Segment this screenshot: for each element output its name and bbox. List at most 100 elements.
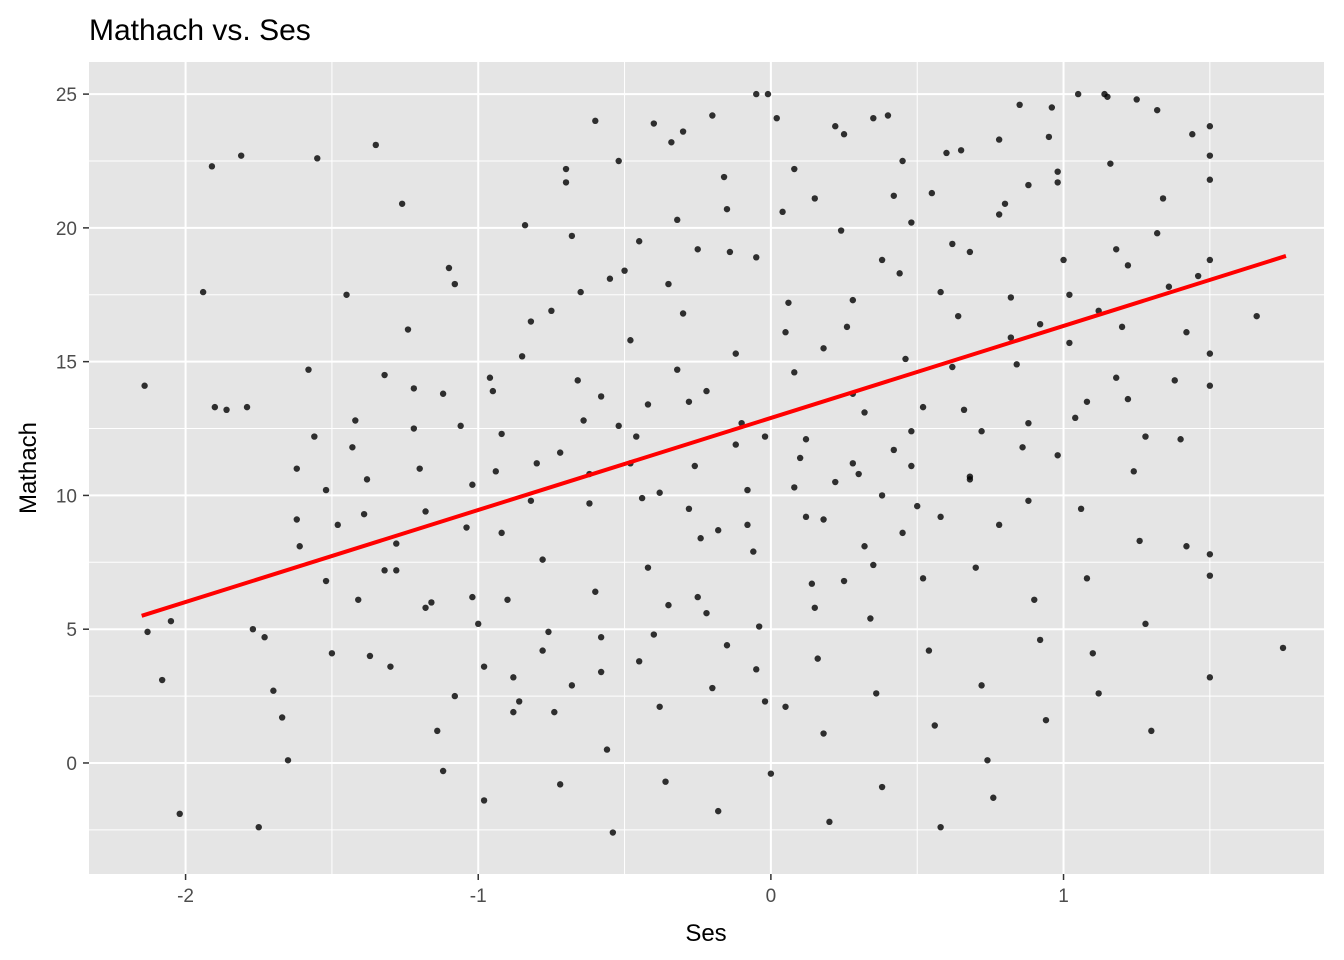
data-point <box>802 436 810 443</box>
data-point <box>381 567 388 574</box>
data-point <box>755 623 763 630</box>
data-point <box>498 529 505 537</box>
data-point <box>753 90 760 98</box>
data-point <box>753 666 760 673</box>
data-point <box>791 369 798 376</box>
data-point <box>1279 644 1287 652</box>
data-point <box>679 128 687 135</box>
data-point <box>334 521 341 529</box>
data-point <box>322 577 330 585</box>
data-point <box>779 208 786 216</box>
data-point <box>249 625 257 633</box>
data-point <box>878 492 886 499</box>
data-point <box>1142 433 1149 440</box>
data-point <box>635 238 643 245</box>
data-point <box>597 393 605 400</box>
data-point <box>1130 468 1137 475</box>
data-point <box>597 668 605 676</box>
data-point <box>1013 361 1020 368</box>
data-point <box>635 658 643 665</box>
data-point <box>697 535 704 542</box>
data-point <box>1206 551 1214 558</box>
x-axis-ticks: -2 -1 0 1 <box>177 874 1069 907</box>
data-point <box>1016 101 1023 109</box>
data-point <box>782 703 789 710</box>
data-point <box>615 157 622 165</box>
data-point <box>919 575 927 582</box>
data-point <box>293 516 300 523</box>
data-point <box>709 112 716 119</box>
data-point <box>457 422 464 430</box>
data-point <box>469 481 476 488</box>
data-point <box>451 280 459 288</box>
data-point <box>668 139 675 146</box>
data-point <box>627 337 634 344</box>
data-point <box>665 280 672 288</box>
data-point <box>791 484 798 491</box>
data-point <box>1171 377 1178 384</box>
data-point <box>1025 497 1032 504</box>
data-point <box>1183 329 1190 336</box>
data-point <box>744 486 751 494</box>
data-point <box>1194 272 1202 280</box>
data-point <box>665 601 672 609</box>
data-point <box>1025 419 1032 427</box>
y-tick-label: 25 <box>56 85 77 106</box>
data-point <box>709 684 716 692</box>
data-point <box>723 642 731 649</box>
data-point <box>814 655 821 662</box>
data-point <box>908 219 915 226</box>
data-point <box>516 698 523 705</box>
data-point <box>1054 179 1061 186</box>
data-point <box>366 652 374 660</box>
data-points <box>141 90 1287 836</box>
data-point <box>1206 674 1214 681</box>
data-point <box>527 497 535 504</box>
data-point <box>820 730 827 737</box>
data-point <box>925 647 933 654</box>
data-point <box>723 205 731 213</box>
data-point <box>1089 650 1097 657</box>
data-point <box>518 353 526 360</box>
data-point <box>919 403 927 411</box>
data-point <box>764 90 772 98</box>
y-tick-label: 5 <box>66 620 77 641</box>
data-point <box>372 141 380 149</box>
data-point <box>638 494 646 502</box>
data-point <box>855 470 862 478</box>
data-point <box>527 318 535 325</box>
data-point <box>995 211 1003 218</box>
data-point <box>1048 104 1056 111</box>
data-point <box>533 460 540 467</box>
x-tick-label: -1 <box>470 886 487 907</box>
data-point <box>1153 230 1161 237</box>
data-point <box>732 441 739 448</box>
data-point <box>644 564 652 571</box>
data-point <box>715 807 722 815</box>
data-point <box>694 593 701 601</box>
data-point <box>1074 90 1082 98</box>
data-point <box>422 604 429 611</box>
data-point <box>691 462 698 470</box>
data-point <box>1019 444 1026 451</box>
data-point <box>1206 152 1214 159</box>
data-point <box>434 727 441 735</box>
data-point <box>843 323 851 331</box>
data-point <box>949 363 956 371</box>
data-point <box>1060 256 1067 264</box>
data-point <box>445 264 453 272</box>
data-point <box>890 446 897 454</box>
data-point <box>510 674 517 681</box>
data-point <box>410 425 418 432</box>
y-tick-label: 0 <box>66 754 77 775</box>
data-point <box>416 465 423 472</box>
data-point <box>878 783 886 791</box>
data-point <box>761 433 769 440</box>
data-point <box>773 114 780 122</box>
y-axis-ticks: 0 5 10 15 20 25 <box>56 85 89 775</box>
data-point <box>820 345 827 352</box>
data-point <box>890 192 897 199</box>
data-point <box>703 387 710 395</box>
data-point <box>1253 312 1260 320</box>
data-point <box>349 444 356 451</box>
